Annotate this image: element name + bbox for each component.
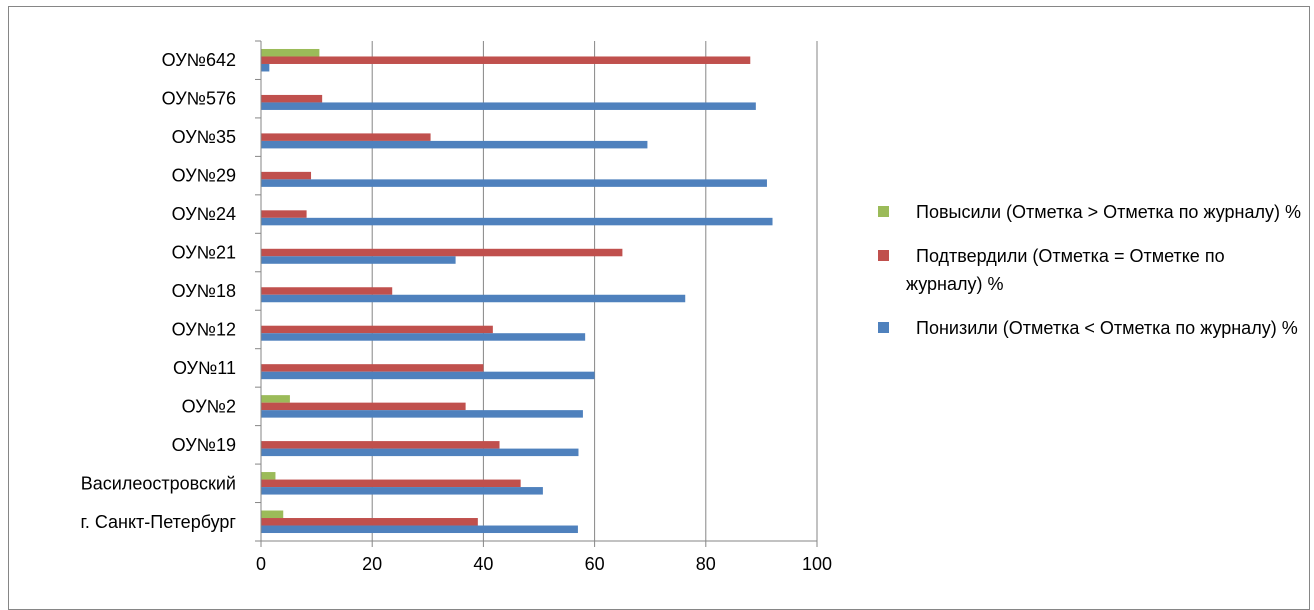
bar-decreased-3 xyxy=(261,179,767,187)
category-label: ОУ№11 xyxy=(173,358,236,378)
category-label: ОУ№642 xyxy=(162,50,236,70)
legend-label-increased: Повысили (Отметка > Отметка по журналу) … xyxy=(916,202,1301,222)
category-label: ОУ№35 xyxy=(172,127,236,147)
category-labels: ОУ№642 ОУ№576 ОУ№35 ОУ№29 ОУ№24 ОУ№21 ОУ№18 ОУ№… xyxy=(80,50,236,532)
gridlines xyxy=(371,41,818,541)
x-tick-label: 40 xyxy=(473,554,493,574)
legend-item-confirmed: Подтвердили (Отметка = Отметке по журнал… xyxy=(878,242,1308,298)
bar-decreased-7 xyxy=(261,333,586,341)
bar-confirmed-5 xyxy=(261,248,623,257)
bar-decreased-12 xyxy=(261,525,578,534)
bar-increased-12 xyxy=(261,510,284,519)
category-label: Василеостровский xyxy=(81,473,236,493)
legend-label-decreased: Понизили (Отметка < Отметка по журналу) … xyxy=(916,318,1298,338)
bar-decreased-8 xyxy=(261,371,595,380)
bar-decreased-11 xyxy=(261,487,543,495)
bar-decreased-10 xyxy=(261,448,579,457)
category-label: ОУ№19 xyxy=(172,435,236,455)
legend-swatch-green xyxy=(878,206,889,217)
category-label: ОУ№21 xyxy=(172,243,236,263)
legend-item-increased: Повысили (Отметка > Отметка по журналу) … xyxy=(878,198,1308,226)
bar-confirmed-11 xyxy=(261,479,521,488)
bar-confirmed-10 xyxy=(261,441,500,449)
category-label: ОУ№29 xyxy=(172,166,236,186)
bar-decreased-1 xyxy=(261,102,756,110)
legend-swatch-blue xyxy=(878,322,889,333)
bar-confirmed-6 xyxy=(261,287,393,295)
bar-increased-11 xyxy=(261,472,276,480)
bar-confirmed-0 xyxy=(261,56,751,64)
x-tick-label: 20 xyxy=(362,554,382,574)
bar-decreased-9 xyxy=(261,410,583,418)
axes xyxy=(255,40,818,547)
bar-confirmed-12 xyxy=(261,518,478,526)
category-label: ОУ№18 xyxy=(172,281,236,301)
bar-confirmed-4 xyxy=(261,210,307,218)
bar-increased-0 xyxy=(261,48,320,57)
category-label: г. Санкт-Петербург xyxy=(80,512,236,532)
bar-decreased-0 xyxy=(261,63,270,72)
legend: Повысили (Отметка > Отметка по журналу) … xyxy=(878,198,1308,358)
category-label: ОУ№576 xyxy=(162,89,236,109)
bar-decreased-6 xyxy=(261,294,686,303)
bar-confirmed-3 xyxy=(261,171,312,180)
bar-confirmed-1 xyxy=(261,94,323,103)
legend-label-confirmed: Подтвердили (Отметка = Отметке по журнал… xyxy=(906,246,1225,294)
category-label: ОУ№24 xyxy=(172,204,236,224)
bars xyxy=(261,48,773,534)
bar-confirmed-2 xyxy=(261,133,431,141)
bar-confirmed-8 xyxy=(261,364,484,372)
bar-decreased-5 xyxy=(261,256,456,264)
bar-decreased-4 xyxy=(261,217,773,226)
legend-swatch-red xyxy=(878,250,889,261)
bar-increased-9 xyxy=(261,395,290,403)
x-tick-labels: 0 20 40 60 80 100 xyxy=(256,554,832,574)
x-tick-label: 100 xyxy=(802,554,832,574)
x-tick-label: 80 xyxy=(696,554,716,574)
x-tick-label: 0 xyxy=(256,554,266,574)
bar-confirmed-7 xyxy=(261,325,493,334)
bar-confirmed-9 xyxy=(261,402,466,411)
category-label: ОУ№2 xyxy=(182,396,236,416)
x-tick-label: 60 xyxy=(585,554,605,574)
legend-item-decreased: Понизили (Отметка < Отметка по журналу) … xyxy=(878,314,1308,342)
bar-decreased-2 xyxy=(261,140,648,149)
category-label: ОУ№12 xyxy=(172,319,236,339)
